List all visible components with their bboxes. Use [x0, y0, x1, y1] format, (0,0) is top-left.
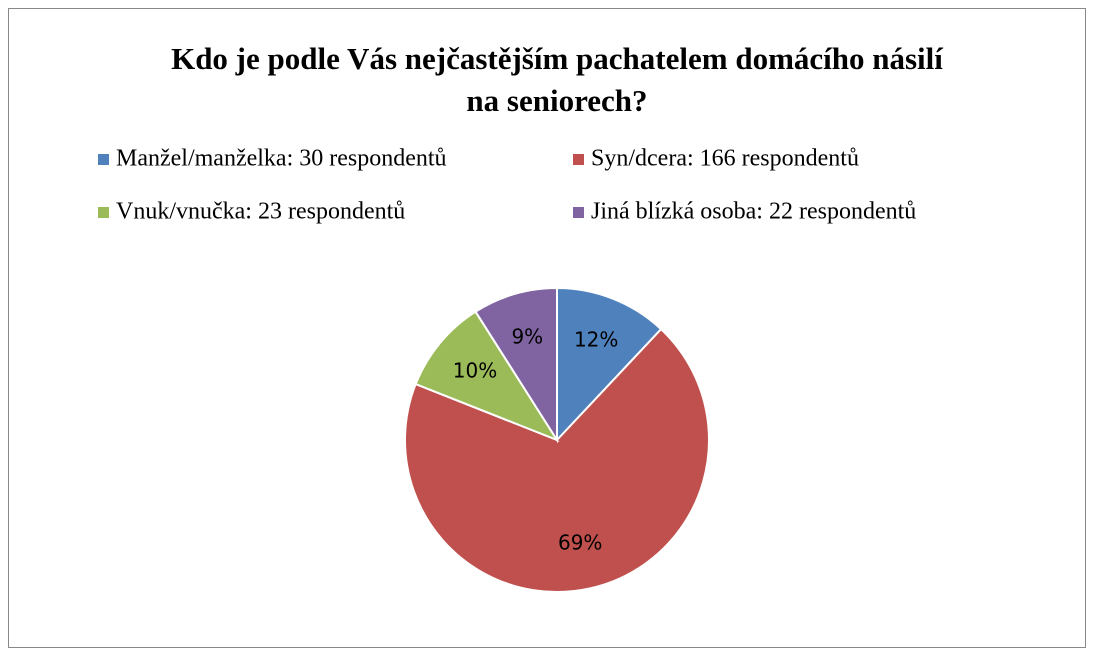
legend-swatch	[98, 154, 109, 165]
legend-label: Vnuk/vnučka: 23 respondentů	[116, 199, 405, 225]
pie-slice	[474, 286, 558, 444]
legend-swatch	[98, 207, 109, 218]
data-label: 12%	[574, 328, 618, 352]
legend-label: Syn/dcera: 166 respondentů	[591, 146, 859, 172]
pie-slice	[404, 327, 710, 593]
data-label: 9%	[511, 324, 543, 348]
data-label: 10%	[453, 359, 497, 383]
legend-label: Jiná blízká osoba: 22 respondentů	[591, 199, 916, 225]
data-label: 69%	[558, 530, 602, 554]
legend-swatch	[573, 207, 584, 218]
chart-title: Kdo je podle Vás nejčastějším pachatelem…	[171, 41, 943, 118]
legend-swatch	[573, 154, 584, 165]
legend-label: Manžel/manželka: 30 respondentů	[116, 146, 447, 172]
pie-slice	[556, 286, 663, 443]
pie-slice	[414, 310, 560, 443]
